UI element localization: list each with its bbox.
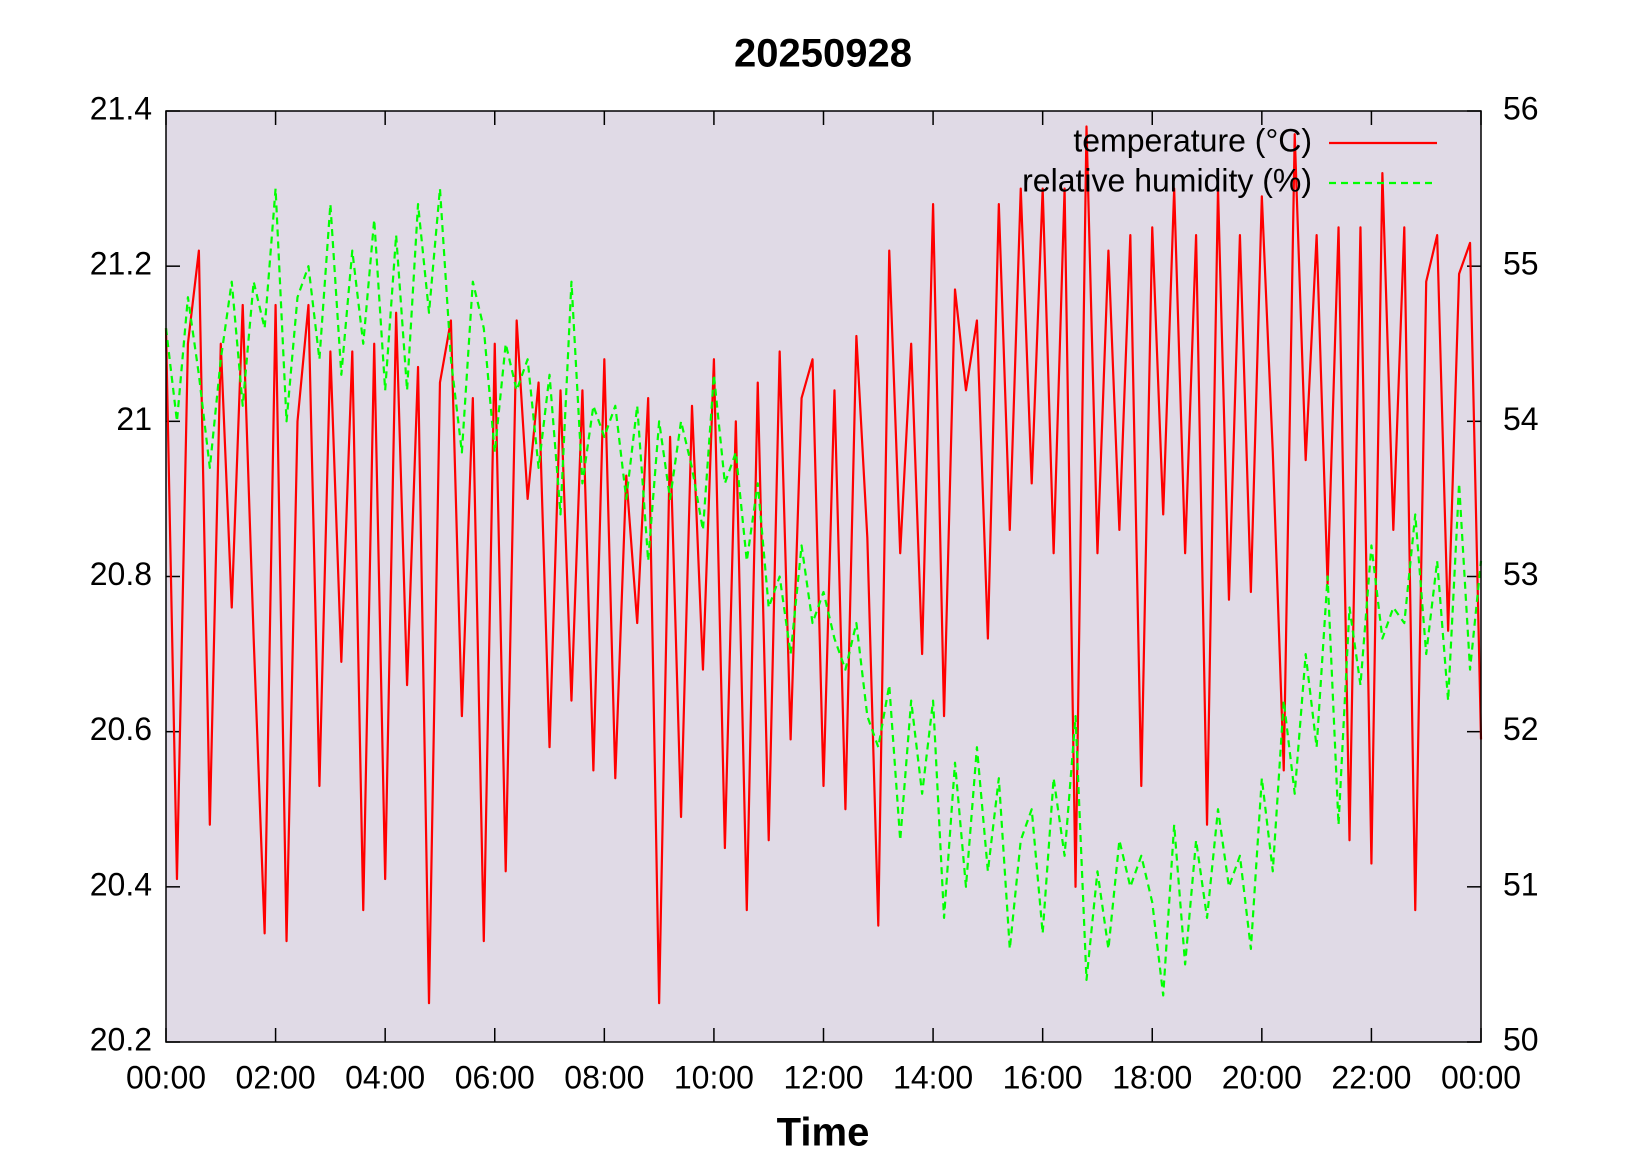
x-tick-label: 22:00: [1331, 1059, 1411, 1095]
plot-border: [165, 110, 1482, 1043]
x-tick-label: 08:00: [564, 1059, 644, 1095]
x-tick-label: 06:00: [455, 1059, 535, 1095]
y-tick-label: 21: [116, 401, 152, 437]
y-tick-label: 20.8: [90, 556, 152, 592]
x-axis-label: Time: [777, 1111, 870, 1155]
x-tick-label: 14:00: [893, 1059, 973, 1095]
series-line: [164, 125, 1483, 1005]
y2-tick-label: 54: [1503, 401, 1539, 437]
x-tick-label: 02:00: [236, 1059, 316, 1095]
y-tick-label: 21.2: [90, 246, 152, 282]
x-tick-label: 04:00: [345, 1059, 425, 1095]
plot-area: [166, 111, 1481, 1042]
y2-tick-label: 52: [1503, 711, 1539, 747]
series-line: [164, 187, 1483, 997]
y2-tick-label: 53: [1503, 556, 1539, 592]
y2-tick-label: 56: [1503, 90, 1539, 126]
y2-tick-label: 55: [1503, 246, 1539, 282]
chart-title: 20250928: [734, 32, 912, 76]
x-tick-label: 12:00: [783, 1059, 863, 1095]
x-tick-label: 18:00: [1112, 1059, 1192, 1095]
x-tick-label: 00:00: [1441, 1059, 1521, 1095]
y2-tick-label: 50: [1503, 1021, 1539, 1057]
legend-label: temperature (°C): [1073, 122, 1312, 158]
x-tick-label: 20:00: [1222, 1059, 1302, 1095]
legend-label: relative humidity (%): [1022, 162, 1312, 198]
x-tick-label: 16:00: [1003, 1059, 1083, 1095]
y2-tick-label: 51: [1503, 866, 1539, 902]
x-tick-label: 00:00: [126, 1059, 206, 1095]
y-tick-label: 20.4: [90, 866, 152, 902]
y-tick-label: 21.4: [90, 90, 152, 126]
y-tick-label: 20.2: [90, 1021, 152, 1057]
x-tick-label: 10:00: [674, 1059, 754, 1095]
y-tick-label: 20.6: [90, 711, 152, 747]
